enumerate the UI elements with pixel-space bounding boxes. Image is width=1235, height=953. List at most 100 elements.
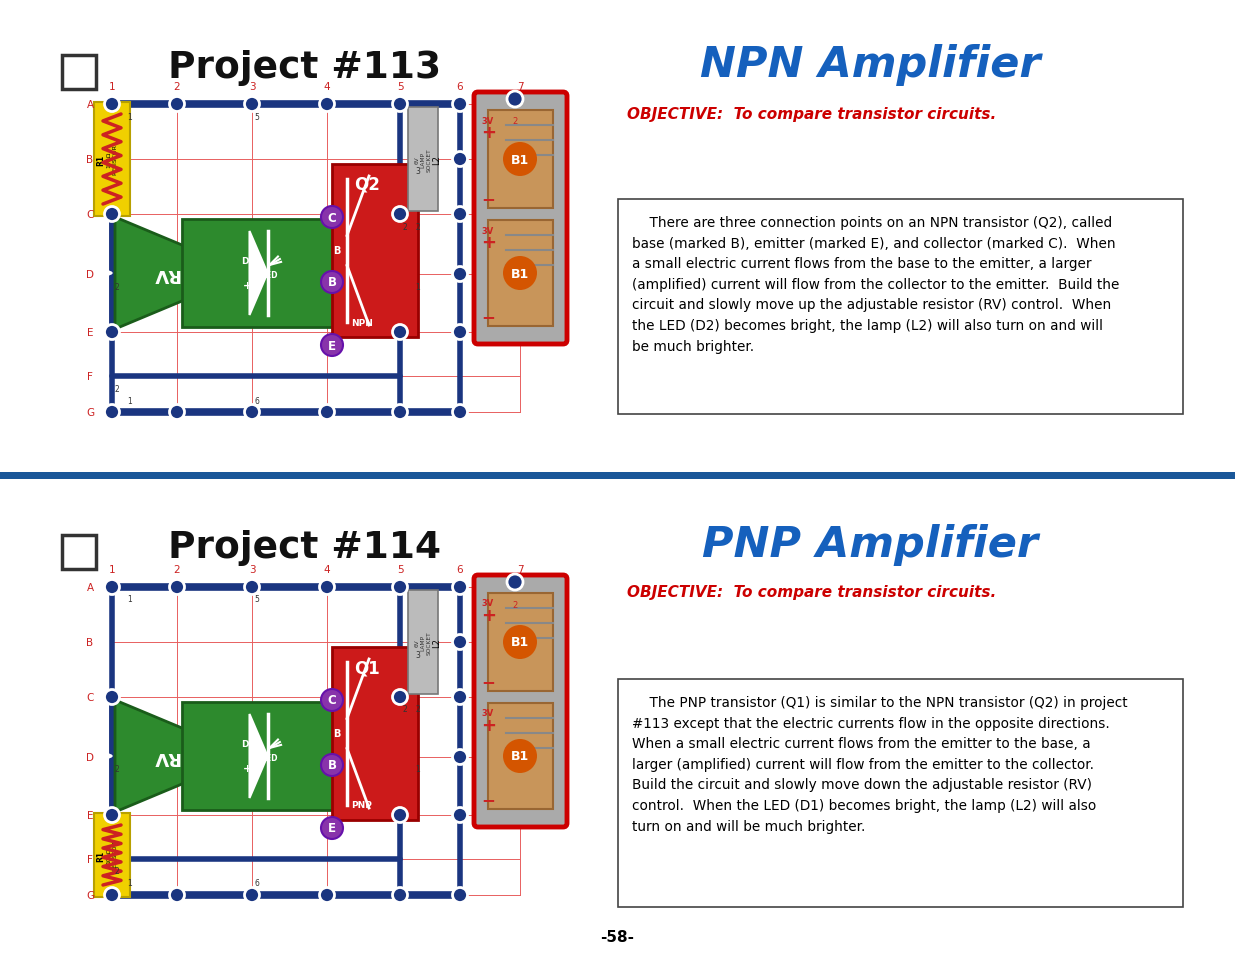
Polygon shape — [249, 232, 268, 315]
Text: E: E — [86, 810, 94, 821]
Text: 2: 2 — [174, 564, 180, 575]
Text: B: B — [86, 638, 94, 647]
Text: C: C — [86, 692, 94, 702]
Text: B1: B1 — [511, 153, 529, 167]
Text: 1: 1 — [127, 112, 132, 121]
Text: 2: 2 — [115, 866, 120, 876]
Text: 2: 2 — [416, 705, 420, 714]
Text: 3: 3 — [415, 168, 420, 176]
Circle shape — [452, 635, 468, 650]
Text: +: + — [480, 233, 496, 252]
Bar — [618, 200, 1183, 415]
Text: 5: 5 — [254, 595, 259, 604]
Text: 3V: 3V — [480, 709, 493, 718]
Circle shape — [503, 740, 537, 773]
Text: 3V: 3V — [480, 116, 493, 126]
Circle shape — [169, 887, 184, 902]
Text: C: C — [327, 694, 336, 707]
Text: 1: 1 — [416, 764, 420, 774]
Text: +: + — [480, 717, 496, 734]
Circle shape — [105, 97, 120, 112]
Bar — [488, 703, 553, 809]
Bar — [182, 702, 337, 810]
Text: R1: R1 — [96, 849, 105, 861]
Bar — [408, 590, 438, 695]
Text: C: C — [327, 212, 336, 224]
Text: 4: 4 — [324, 564, 330, 575]
Bar — [94, 813, 130, 897]
Text: -58-: -58- — [600, 929, 634, 944]
Circle shape — [452, 579, 468, 595]
Text: B1: B1 — [511, 750, 529, 762]
Text: Project #113: Project #113 — [168, 50, 442, 86]
Text: B: B — [327, 276, 336, 289]
Circle shape — [452, 97, 468, 112]
Text: 2: 2 — [416, 222, 420, 232]
Circle shape — [393, 690, 408, 705]
Circle shape — [452, 325, 468, 340]
Text: E: E — [329, 821, 336, 835]
Text: B1: B1 — [511, 636, 529, 649]
Circle shape — [503, 143, 537, 177]
Text: 1: 1 — [127, 879, 132, 887]
Text: 6V
LAMP
SOCKET: 6V LAMP SOCKET — [415, 631, 431, 654]
Text: 1: 1 — [416, 282, 420, 292]
Text: D: D — [86, 270, 94, 280]
Text: PNP Amplifier: PNP Amplifier — [701, 523, 1039, 565]
Circle shape — [508, 91, 522, 108]
Text: −: − — [480, 308, 495, 326]
Text: 2: 2 — [115, 282, 120, 292]
Circle shape — [452, 267, 468, 282]
Text: G: G — [86, 890, 94, 900]
Text: 2: 2 — [403, 222, 408, 232]
Bar — [332, 165, 417, 337]
Circle shape — [452, 152, 468, 168]
Text: A: A — [86, 582, 94, 593]
Text: +: + — [480, 124, 496, 142]
Text: E: E — [329, 339, 336, 352]
Text: The PNP transistor (Q1) is similar to the NPN transistor (Q2) in project
#113 ex: The PNP transistor (Q1) is similar to th… — [632, 696, 1128, 833]
Circle shape — [105, 887, 120, 902]
Text: 100Ω
RESISTOR: 100Ω RESISTOR — [106, 840, 117, 870]
Text: 3V: 3V — [480, 598, 493, 608]
Text: C: C — [86, 210, 94, 220]
Text: +: + — [243, 763, 252, 773]
Circle shape — [321, 754, 343, 776]
Text: F: F — [86, 372, 93, 381]
Circle shape — [393, 579, 408, 595]
Circle shape — [508, 575, 522, 590]
Circle shape — [452, 807, 468, 822]
FancyBboxPatch shape — [474, 576, 567, 827]
Circle shape — [452, 887, 468, 902]
Circle shape — [320, 405, 335, 420]
Bar — [488, 111, 553, 209]
Text: 100Ω
RESISTOR: 100Ω RESISTOR — [106, 145, 117, 175]
Bar — [182, 220, 337, 328]
Circle shape — [105, 405, 120, 420]
Text: 2: 2 — [513, 117, 517, 127]
Text: 3: 3 — [415, 650, 420, 659]
Circle shape — [105, 579, 120, 595]
Text: NPN Amplifier: NPN Amplifier — [700, 44, 1040, 86]
Text: 1: 1 — [127, 595, 132, 604]
Text: 6V
LAMP
SOCKET: 6V LAMP SOCKET — [415, 148, 431, 172]
Bar — [62, 56, 96, 90]
Text: R1: R1 — [96, 154, 105, 166]
Circle shape — [245, 579, 259, 595]
Text: E: E — [86, 328, 94, 337]
Circle shape — [452, 750, 468, 764]
Text: B1: B1 — [511, 267, 529, 280]
Circle shape — [452, 690, 468, 705]
Text: 7: 7 — [516, 564, 524, 575]
Text: −: − — [480, 790, 495, 808]
Bar — [332, 647, 417, 821]
Circle shape — [393, 807, 408, 822]
Circle shape — [320, 579, 335, 595]
Text: 7: 7 — [516, 82, 524, 91]
Circle shape — [452, 405, 468, 420]
FancyBboxPatch shape — [474, 92, 567, 345]
Text: D: D — [86, 752, 94, 762]
Text: LED: LED — [262, 272, 278, 280]
Polygon shape — [115, 218, 249, 330]
Text: 2: 2 — [403, 705, 408, 714]
